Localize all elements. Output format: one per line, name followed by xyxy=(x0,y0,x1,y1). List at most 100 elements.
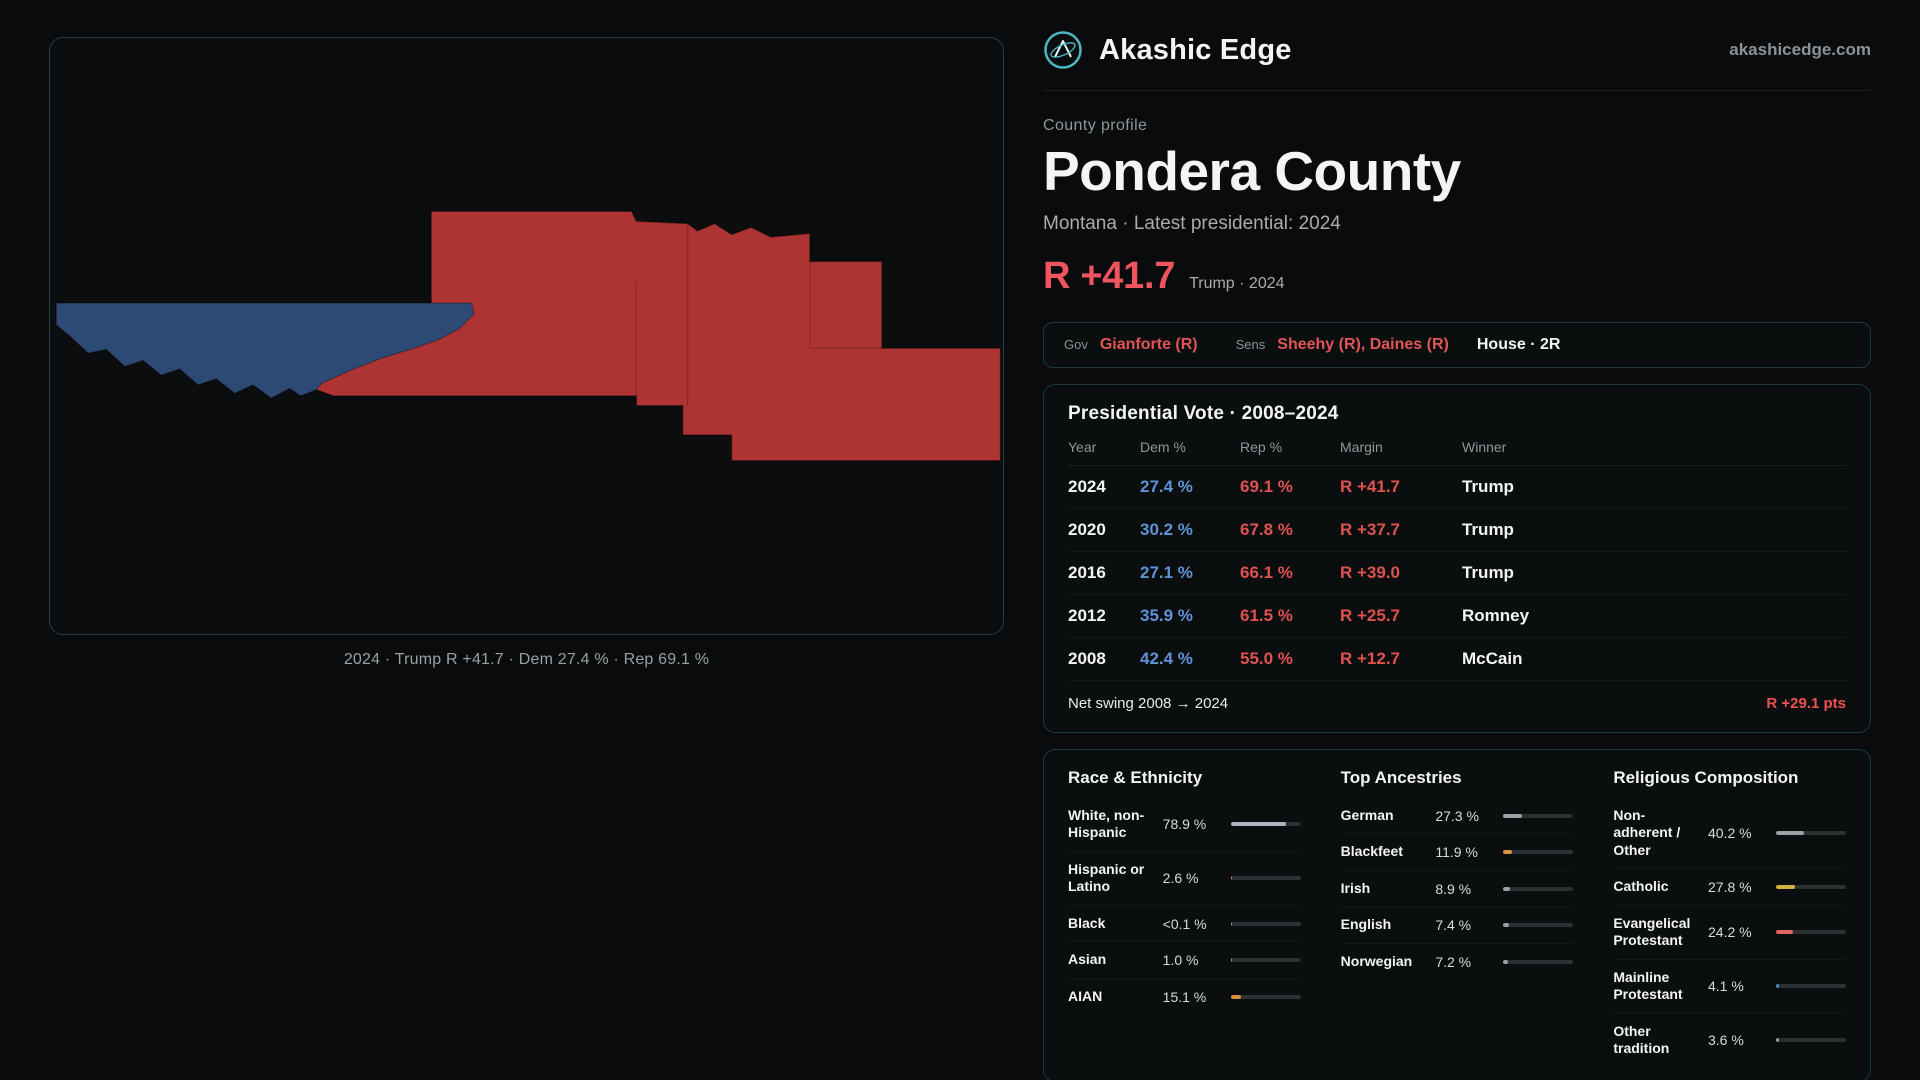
race-ethnicity-title: Race & Ethnicity xyxy=(1068,767,1203,787)
demographics-panel: Race & Ethnicity White, non-Hispanic 78.… xyxy=(1043,748,1871,1080)
demo-row: Asian 1.0 % xyxy=(1068,942,1301,979)
demo-bar-fill xyxy=(1776,930,1793,935)
demo-label: Evangelical Protestant xyxy=(1613,914,1691,949)
demo-row: Irish 8.9 % xyxy=(1340,871,1574,908)
house-value: House · 2R xyxy=(1476,335,1561,353)
demo-bar xyxy=(1230,994,1301,999)
col-margin: Margin xyxy=(1340,438,1383,455)
cell-dem: 30.2 % xyxy=(1140,519,1193,539)
cell-year: 2020 xyxy=(1068,519,1106,539)
table-row: 2016 27.1 % 66.1 % R +39.0 Trump xyxy=(1068,552,1846,595)
table-row: 2020 30.2 % 67.8 % R +37.7 Trump xyxy=(1068,509,1846,552)
site-header: Akashic Edge akashicedge.com xyxy=(1043,30,1871,91)
col-rep: Rep % xyxy=(1240,438,1283,455)
cell-margin: R +12.7 xyxy=(1340,648,1401,668)
race-ethnicity-column: Race & Ethnicity White, non-Hispanic 78.… xyxy=(1068,768,1301,1067)
demo-label: Asian xyxy=(1068,951,1107,968)
cell-rep: 55.0 % xyxy=(1240,648,1293,668)
demo-row: Norwegian 7.2 % xyxy=(1341,944,1574,980)
table-header-row: Year Dem % Rep % Margin Winner xyxy=(1068,439,1846,466)
col-dem: Dem % xyxy=(1140,438,1186,455)
demo-row: Mainline Protestant 4.1 % xyxy=(1613,960,1846,1014)
net-swing-value: R +29.1 pts xyxy=(1766,694,1846,712)
demo-bar-fill xyxy=(1503,850,1512,854)
demo-label: Blackfeet xyxy=(1340,843,1403,860)
demo-bar xyxy=(1776,1038,1846,1043)
demo-bar xyxy=(1230,921,1301,926)
demo-value: <0.1 % xyxy=(1162,915,1207,932)
demo-label: Catholic xyxy=(1613,878,1669,895)
demo-value: 7.2 % xyxy=(1435,953,1472,970)
demo-bar-fill xyxy=(1503,813,1523,818)
cell-year: 2016 xyxy=(1068,562,1106,582)
demo-bar xyxy=(1503,850,1574,854)
demo-row: German 27.3 % xyxy=(1340,798,1574,835)
kicker: County profile xyxy=(1043,117,1148,134)
headline-margin-value: R +41.7 xyxy=(1043,254,1176,297)
table-row: 2024 27.4 % 69.1 % R +41.7 Trump xyxy=(1068,466,1846,509)
ancestries-title: Top Ancestries xyxy=(1340,767,1462,787)
profile-column: Akashic Edge akashicedge.com County prof… xyxy=(1004,0,1920,1080)
cell-winner: Trump xyxy=(1462,562,1514,582)
demo-bar xyxy=(1503,923,1574,927)
demo-bar-fill xyxy=(1230,958,1232,962)
demo-value: 40.2 % xyxy=(1708,825,1752,841)
cell-winner: Trump xyxy=(1462,519,1514,539)
county-shape-dem xyxy=(55,302,475,400)
cell-year: 2024 xyxy=(1068,476,1106,496)
cell-rep: 66.1 % xyxy=(1240,562,1293,582)
gov-value: Gianforte (R) xyxy=(1099,335,1198,353)
cell-dem: 35.9 % xyxy=(1140,605,1193,625)
demo-bar-fill xyxy=(1230,994,1242,999)
demo-value: 15.1 % xyxy=(1162,988,1207,1005)
demo-bar-fill xyxy=(1776,885,1796,889)
cell-margin: R +41.7 xyxy=(1340,476,1401,496)
demo-value: 78.9 % xyxy=(1162,816,1207,833)
brand-title: Akashic Edge xyxy=(1099,33,1292,66)
demo-row: Blackfeet 11.9 % xyxy=(1340,834,1574,871)
demo-value: 3.6 % xyxy=(1708,1032,1744,1049)
demo-value: 27.3 % xyxy=(1435,807,1479,824)
demo-bar-fill xyxy=(1776,831,1805,835)
demo-row: Black <0.1 % xyxy=(1068,906,1301,943)
net-swing-label: Net swing 2008 → 2024 xyxy=(1068,694,1229,712)
demo-value: 11.9 % xyxy=(1435,844,1478,860)
map-caption: 2024 · Trump R +41.7 · Dem 27.4 % · Rep … xyxy=(343,651,710,668)
demo-bar-fill xyxy=(1776,1038,1779,1043)
demo-label: German xyxy=(1340,806,1394,823)
demo-bar xyxy=(1230,876,1301,881)
cell-dem: 27.1 % xyxy=(1140,562,1193,582)
sens-label: Sens xyxy=(1235,337,1266,353)
headline-margin-context: Trump · 2024 xyxy=(1189,274,1285,292)
demo-label: Norwegian xyxy=(1340,952,1413,969)
cell-margin: R +39.0 xyxy=(1340,562,1401,582)
demo-label: Non-adherent / Other xyxy=(1613,806,1681,858)
map-column: 2024 · Trump R +41.7 · Dem 27.4 % · Rep … xyxy=(49,37,1004,668)
demo-value: 8.9 % xyxy=(1435,880,1472,897)
demo-label: Mainline Protestant xyxy=(1613,968,1683,1003)
officials-box: Gov Gianforte (R) Sens Sheehy (R), Daine… xyxy=(1043,321,1871,368)
net-swing-row: Net swing 2008 → 2024 R +29.1 pts xyxy=(1068,681,1846,718)
demo-bar-fill xyxy=(1230,876,1233,881)
site-domain-link[interactable]: akashicedge.com xyxy=(1729,40,1871,59)
demo-bar xyxy=(1503,813,1574,818)
demo-value: 2.6 % xyxy=(1162,870,1199,887)
ancestries-column: Top Ancestries German 27.3 % Blackfeet 1… xyxy=(1340,767,1574,1067)
demo-row: Other tradition 3.6 % xyxy=(1613,1014,1846,1067)
demo-bar xyxy=(1230,822,1301,827)
cell-year: 2012 xyxy=(1068,605,1106,625)
cell-rep: 67.8 % xyxy=(1240,519,1293,539)
col-winner: Winner xyxy=(1462,438,1507,455)
cell-dem: 42.4 % xyxy=(1140,648,1193,668)
cell-winner: McCain xyxy=(1462,648,1523,668)
demo-value: 27.8 % xyxy=(1708,879,1752,895)
demo-value: 7.4 % xyxy=(1435,917,1472,933)
demo-row: Non-adherent / Other 40.2 % xyxy=(1613,798,1846,870)
county-map xyxy=(55,210,1001,462)
demo-label: Hispanic or Latino xyxy=(1068,860,1145,895)
demo-row: AIAN 15.1 % xyxy=(1068,979,1301,1015)
demo-row: English 7.4 % xyxy=(1340,907,1574,944)
demo-row: Evangelical Protestant 24.2 % xyxy=(1613,906,1846,960)
akashic-edge-logo-icon xyxy=(1044,31,1082,69)
cell-margin: R +25.7 xyxy=(1340,605,1401,625)
